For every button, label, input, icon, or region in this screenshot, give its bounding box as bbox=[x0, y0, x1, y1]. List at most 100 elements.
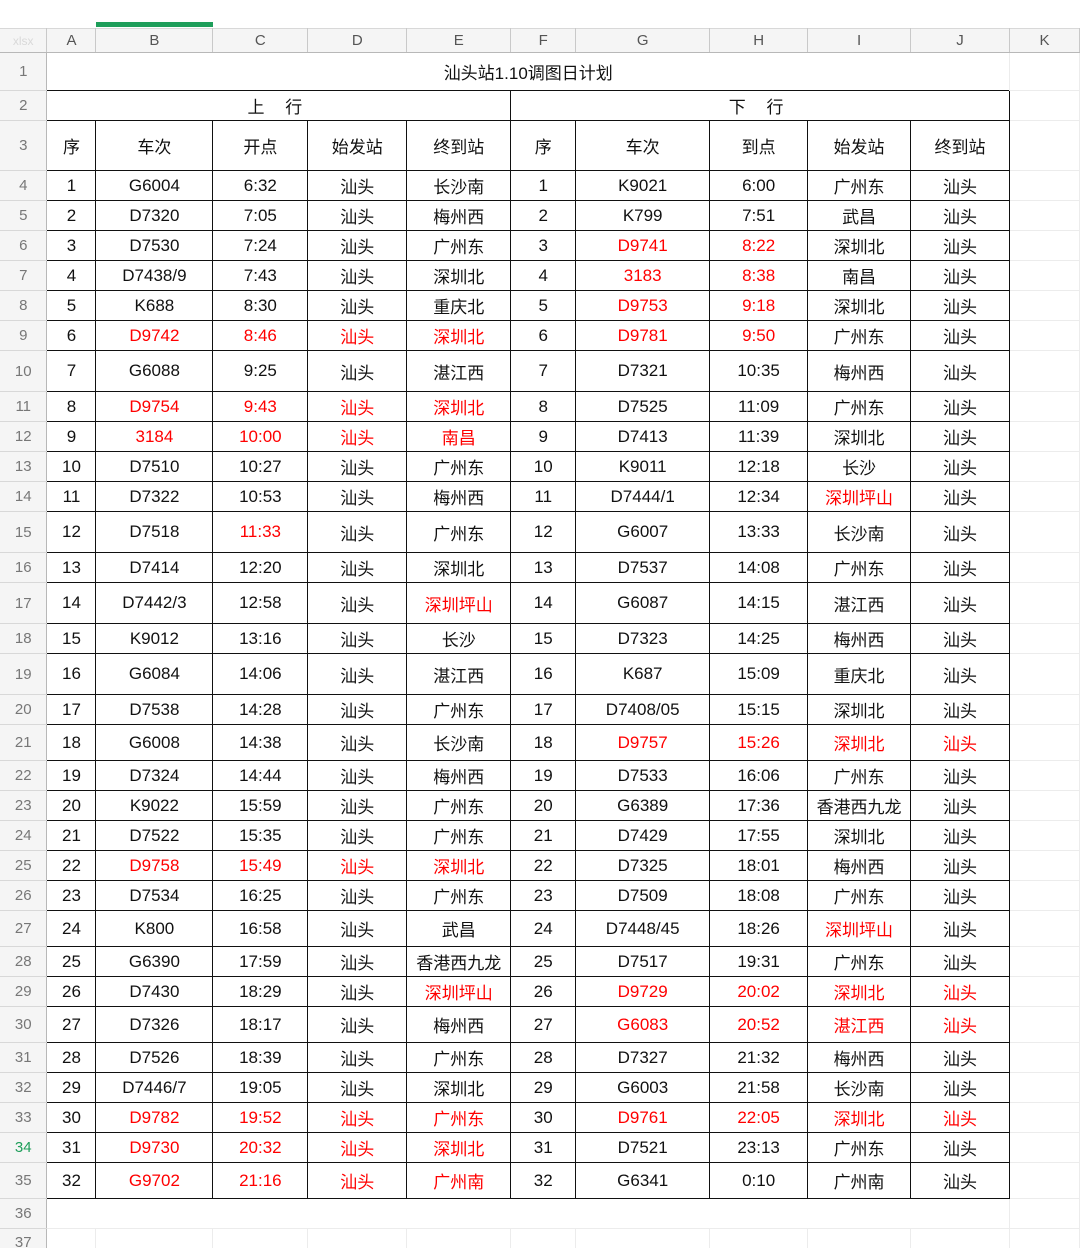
cell-row37-6[interactable] bbox=[575, 1228, 711, 1248]
row-header-6[interactable]: 6 bbox=[0, 230, 48, 261]
cell-up-to[interactable]: 深圳北 bbox=[406, 850, 512, 881]
cell-up-from[interactable]: 汕头 bbox=[307, 170, 408, 201]
table-row[interactable]: 12 9 3184 10:00 汕头 南昌 9 D7413 11:39 深圳北 汕头 bbox=[0, 421, 1080, 452]
cell-K3[interactable] bbox=[1009, 120, 1080, 171]
cell-up-seq[interactable]: 18 bbox=[46, 724, 97, 761]
row-header-33[interactable]: 33 bbox=[0, 1102, 48, 1133]
cell-down-time[interactable]: 10:35 bbox=[709, 350, 809, 392]
cell-down-to[interactable]: 汕头 bbox=[910, 790, 1011, 821]
cell-up-to[interactable]: 深圳北 bbox=[406, 1072, 512, 1103]
cell-up-seq[interactable]: 3 bbox=[46, 230, 97, 261]
cell-down-seq[interactable]: 28 bbox=[510, 1042, 577, 1073]
cell-up-time[interactable]: 7:05 bbox=[212, 200, 309, 231]
cell-down-train[interactable]: D7525 bbox=[575, 391, 711, 422]
cell-up-seq[interactable]: 14 bbox=[46, 582, 97, 624]
row-header-15[interactable]: 15 bbox=[0, 511, 48, 553]
cell-down-from[interactable]: 深圳北 bbox=[807, 230, 912, 261]
row-header-21[interactable]: 21 bbox=[0, 724, 48, 761]
cell-K6[interactable] bbox=[1009, 230, 1080, 261]
column-header-G[interactable]: G bbox=[575, 28, 711, 53]
cell-down-to[interactable]: 汕头 bbox=[910, 820, 1011, 851]
cell-up-from[interactable]: 汕头 bbox=[307, 880, 408, 911]
table-row[interactable]: 13 10 D7510 10:27 汕头 广州东 10 K9011 12:18 长沙 汕头 bbox=[0, 451, 1080, 482]
cell-down-time[interactable]: 8:38 bbox=[709, 260, 809, 291]
row-header-18[interactable]: 18 bbox=[0, 623, 48, 654]
cell-K2[interactable] bbox=[1009, 90, 1080, 121]
row-header-34[interactable]: 34 bbox=[0, 1132, 48, 1163]
cell-down-seq[interactable]: 3 bbox=[510, 230, 577, 261]
cell-down-to[interactable]: 汕头 bbox=[910, 511, 1011, 553]
cell-up-to[interactable]: 广州东 bbox=[406, 1102, 512, 1133]
cell-K24[interactable] bbox=[1009, 820, 1080, 851]
cell-up-from[interactable]: 汕头 bbox=[307, 850, 408, 881]
cell-up-train[interactable]: 3184 bbox=[95, 421, 214, 452]
cell-down-from[interactable]: 深圳坪山 bbox=[807, 481, 912, 512]
column-header-E[interactable]: E bbox=[406, 28, 512, 53]
cell-down-seq[interactable]: 4 bbox=[510, 260, 577, 291]
cell-up-time[interactable]: 7:43 bbox=[212, 260, 309, 291]
cell-down-train[interactable]: D7321 bbox=[575, 350, 711, 392]
row-header-27[interactable]: 27 bbox=[0, 910, 48, 947]
cell-down-to[interactable]: 汕头 bbox=[910, 170, 1011, 201]
cell-row37-2[interactable] bbox=[212, 1228, 309, 1248]
cell-down-to[interactable]: 汕头 bbox=[910, 391, 1011, 422]
cell-up-train[interactable]: G6088 bbox=[95, 350, 214, 392]
cell-up-seq[interactable]: 12 bbox=[46, 511, 97, 553]
cell-down-to[interactable]: 汕头 bbox=[910, 260, 1011, 291]
cell-down-train[interactable]: D7533 bbox=[575, 760, 711, 791]
cell-down-seq[interactable]: 23 bbox=[510, 880, 577, 911]
row-header-10[interactable]: 10 bbox=[0, 350, 48, 392]
cell-down-train[interactable]: G6389 bbox=[575, 790, 711, 821]
row-header-28[interactable]: 28 bbox=[0, 946, 48, 977]
table-row[interactable]: 18 15 K9012 13:16 汕头 长沙 15 D7323 14:25 梅州西 汕头 bbox=[0, 623, 1080, 654]
cell-down-train[interactable]: D7448/45 bbox=[575, 910, 711, 947]
column-header-J[interactable]: J bbox=[910, 28, 1011, 53]
table-row[interactable]: 4 1 G6004 6:32 汕头 长沙南 1 K9021 6:00 广州东 汕头 bbox=[0, 170, 1080, 201]
cell-down-train[interactable]: D7408/05 bbox=[575, 694, 711, 725]
cell-up-time[interactable]: 12:20 bbox=[212, 552, 309, 583]
cell-up-seq[interactable]: 11 bbox=[46, 481, 97, 512]
column-header-H[interactable]: H bbox=[709, 28, 809, 53]
column-header-C[interactable]: C bbox=[212, 28, 309, 53]
cell-down-time[interactable]: 7:51 bbox=[709, 200, 809, 231]
cell-down-train[interactable]: D9753 bbox=[575, 290, 711, 321]
cell-down-time[interactable]: 12:18 bbox=[709, 451, 809, 482]
table-row[interactable]: 6 3 D7530 7:24 汕头 广州东 3 D9741 8:22 深圳北 汕头 bbox=[0, 230, 1080, 261]
cell-down-seq[interactable]: 21 bbox=[510, 820, 577, 851]
cell-down-from[interactable]: 广州东 bbox=[807, 946, 912, 977]
cell-down-to[interactable]: 汕头 bbox=[910, 451, 1011, 482]
sheet-grid[interactable]: xlsx A B C D E F G H I J K 1 汕头站1.10调图日计划 2 上 行下 行 3 序车次开… bbox=[0, 28, 1080, 1248]
cell-down-train[interactable]: D7429 bbox=[575, 820, 711, 851]
cell-down-to[interactable]: 汕头 bbox=[910, 1006, 1011, 1043]
cell-down-time[interactable]: 19:31 bbox=[709, 946, 809, 977]
cell-up-time[interactable]: 9:25 bbox=[212, 350, 309, 392]
cell-up-train[interactable]: G6004 bbox=[95, 170, 214, 201]
cell-down-time[interactable]: 22:05 bbox=[709, 1102, 809, 1133]
cell-up-from[interactable]: 汕头 bbox=[307, 653, 408, 695]
cell-up-to[interactable]: 深圳北 bbox=[406, 320, 512, 351]
table-row[interactable]: 16 13 D7414 12:20 汕头 深圳北 13 D7537 14:08 广州东 汕头 bbox=[0, 552, 1080, 583]
cell-up-from[interactable]: 汕头 bbox=[307, 724, 408, 761]
cell-down-time[interactable]: 11:09 bbox=[709, 391, 809, 422]
cell-K19[interactable] bbox=[1009, 653, 1080, 695]
cell-up-to[interactable]: 深圳北 bbox=[406, 260, 512, 291]
cell-row37-0[interactable] bbox=[46, 1228, 97, 1248]
cell-up-from[interactable]: 汕头 bbox=[307, 200, 408, 231]
cell-down-from[interactable]: 广州东 bbox=[807, 170, 912, 201]
cell-up-seq[interactable]: 6 bbox=[46, 320, 97, 351]
cell-row37-10[interactable] bbox=[1009, 1228, 1080, 1248]
cell-up-from[interactable]: 汕头 bbox=[307, 623, 408, 654]
row-header-11[interactable]: 11 bbox=[0, 391, 48, 422]
cell-down-to[interactable]: 汕头 bbox=[910, 230, 1011, 261]
cell-down-time[interactable]: 11:39 bbox=[709, 421, 809, 452]
cell-down-train[interactable]: D7413 bbox=[575, 421, 711, 452]
row-header-5[interactable]: 5 bbox=[0, 200, 48, 231]
row-header-4[interactable]: 4 bbox=[0, 170, 48, 201]
cell-down-to[interactable]: 汕头 bbox=[910, 1072, 1011, 1103]
cell-down-seq[interactable]: 30 bbox=[510, 1102, 577, 1133]
cell-down-to[interactable]: 汕头 bbox=[910, 421, 1011, 452]
row-header-8[interactable]: 8 bbox=[0, 290, 48, 321]
cell-up-time[interactable]: 19:05 bbox=[212, 1072, 309, 1103]
cell-down-train[interactable]: D7323 bbox=[575, 623, 711, 654]
cell-up-from[interactable]: 汕头 bbox=[307, 1132, 408, 1163]
